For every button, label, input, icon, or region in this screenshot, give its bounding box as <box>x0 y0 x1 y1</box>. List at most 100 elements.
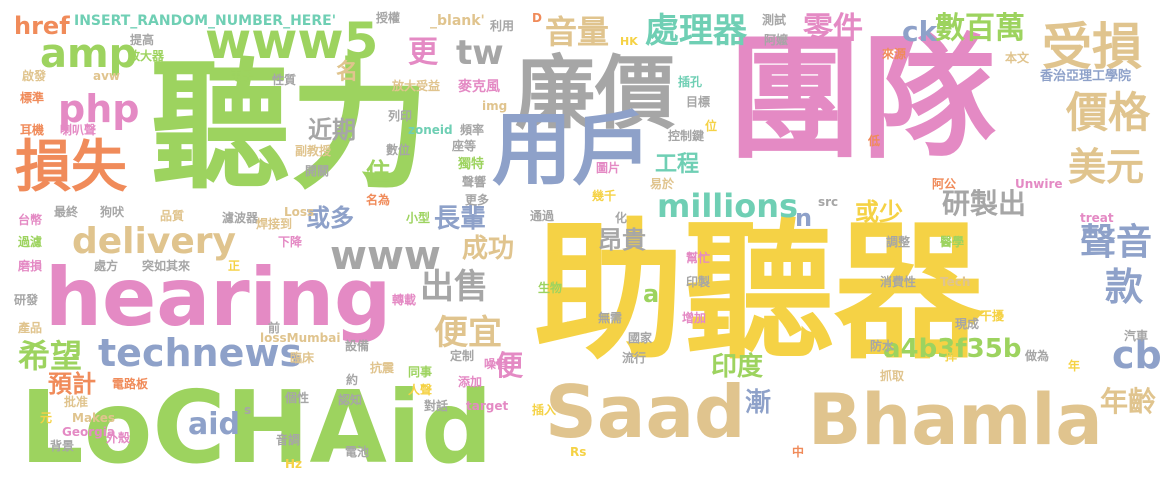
cloud-word: treat <box>1080 211 1114 225</box>
cloud-word: a <box>643 280 660 308</box>
cloud-word: 外殼 <box>106 431 131 445</box>
cloud-word: 汽車 <box>1124 329 1149 343</box>
cloud-word: 或少 <box>855 198 903 226</box>
cloud-word: 損失 <box>15 135 127 200</box>
cloud-word: 本文 <box>1005 51 1030 65</box>
cloud-word: 預計 <box>48 370 96 398</box>
cloud-word: 掉 <box>945 349 958 363</box>
cloud-word: 提高 <box>130 33 155 47</box>
cloud-word: 產品 <box>18 321 43 335</box>
cloud-word: 副教授 <box>295 144 332 158</box>
cloud-word: HK <box>620 35 638 48</box>
cloud-word: n <box>795 204 813 232</box>
cloud-word: INSERT_RANDOM_NUMBER_HERE' <box>74 13 337 29</box>
cloud-word: zoneid <box>408 123 453 137</box>
cloud-word: 轉載 <box>392 293 417 307</box>
cloud-word: 中 <box>792 445 805 459</box>
cloud-word: 昂貴 <box>598 226 646 254</box>
cloud-word: 突如其來 <box>142 259 191 273</box>
cloud-word: 用戶 <box>492 103 652 196</box>
cloud-word: 調整 <box>886 235 911 249</box>
cloud-word: Bhamla <box>808 379 1103 461</box>
cloud-word: Saad <box>545 370 746 454</box>
cloud-word: 添加 <box>458 375 483 389</box>
cloud-word: 同事 <box>408 365 433 379</box>
cloud-word: 認知 <box>338 393 363 407</box>
cloud-word: 處理器 <box>645 11 747 51</box>
cloud-word: 聽力 <box>150 46 431 209</box>
cloud-word: 無需 <box>598 311 623 325</box>
cloud-word: 希望 <box>18 337 83 375</box>
cloud-word: Rs <box>570 445 587 459</box>
cloud-word: 測試 <box>762 13 787 27</box>
cloud-word: 便宜 <box>434 313 502 353</box>
cloud-word: tw <box>456 33 504 73</box>
cloud-word: Tech <box>940 275 971 289</box>
cloud-word: 性質 <box>272 73 297 87</box>
cloud-word: 國家 <box>628 331 653 345</box>
cloud-word: www <box>330 233 441 279</box>
cloud-word: 長輩 <box>434 204 487 234</box>
cloud-word: 焊接到 <box>256 217 293 231</box>
cloud-word: 半 <box>884 255 897 269</box>
cloud-word: 人聲 <box>408 383 433 397</box>
cloud-word: 插入 <box>532 403 557 417</box>
cloud-word: 約 <box>346 373 359 387</box>
cloud-word: 設備 <box>345 339 370 353</box>
cloud-word: 消費性 <box>880 275 917 289</box>
cloud-word: 濾波器 <box>222 211 259 225</box>
cloud-word: 零件 <box>803 11 863 46</box>
cloud-word: 元 <box>40 411 53 425</box>
cloud-word: 列印 <box>388 109 413 123</box>
cloud-word: 下降 <box>278 235 303 249</box>
cloud-word: 數位 <box>386 143 411 157</box>
cloud-word: 放大器 <box>128 49 165 63</box>
cloud-word: 聲響 <box>462 175 487 189</box>
cloud-word: img <box>482 99 508 113</box>
cloud-word: LoCHAid <box>20 369 493 482</box>
cloud-word: 抗震 <box>370 361 395 375</box>
cloud-word: target <box>466 399 509 413</box>
cloud-word: 阿公 <box>932 177 957 191</box>
cloud-word: 價格 <box>1066 88 1151 137</box>
cloud-word: 授權 <box>376 11 401 25</box>
cloud-word: 住 <box>366 158 390 186</box>
cloud-word: technews <box>98 331 303 375</box>
cloud-word: 名 <box>336 60 359 85</box>
cloud-word: 印製 <box>686 275 711 289</box>
cloud-word: 過濾 <box>18 235 43 249</box>
cloud-word: 耳機 <box>20 123 45 137</box>
cloud-word: 背景 <box>50 439 75 453</box>
cloud-word: 成功 <box>462 234 515 264</box>
cloud-word: 年齡 <box>1100 385 1157 418</box>
cloud-word: 狗吠 <box>100 205 125 219</box>
cloud-word: 或多 <box>306 204 354 232</box>
cloud-word: 研發 <box>14 293 39 307</box>
cloud-word: 噪音 <box>484 357 509 371</box>
cloud-word: lossMumbai <box>260 331 341 345</box>
cloud-word: 能力 <box>565 321 590 335</box>
cloud-word: 防水 <box>870 339 895 353</box>
cloud-word: Loss <box>284 205 315 219</box>
cloud-word: 數百萬 <box>935 11 1025 46</box>
cloud-word: 對話 <box>424 399 449 413</box>
cloud-word: href <box>14 12 70 40</box>
cloud-word: 獨特 <box>458 157 485 172</box>
cloud-word: 干擾 <box>980 309 1005 323</box>
cloud-word: 台幣 <box>18 213 43 227</box>
cloud-word: 香治亞理工學院 <box>1040 69 1132 84</box>
cloud-word: 化 <box>615 211 628 225</box>
cloud-word: hearing <box>45 251 392 344</box>
cloud-word: 做為 <box>1025 349 1050 363</box>
cloud-word: 個性 <box>285 391 310 405</box>
cloud-word: 團隊 <box>728 21 997 177</box>
cloud-word: 印度 <box>711 352 764 382</box>
cloud-word: 喇叭聲 <box>60 123 97 137</box>
cloud-word: 座等 <box>452 139 477 153</box>
cloud-word: amp <box>40 31 138 77</box>
cloud-word: 利用 <box>490 19 515 33</box>
cloud-word: 頻率 <box>460 123 485 137</box>
cloud-word: 麥克風 <box>458 79 500 95</box>
cloud-word: 款 <box>1105 265 1144 309</box>
